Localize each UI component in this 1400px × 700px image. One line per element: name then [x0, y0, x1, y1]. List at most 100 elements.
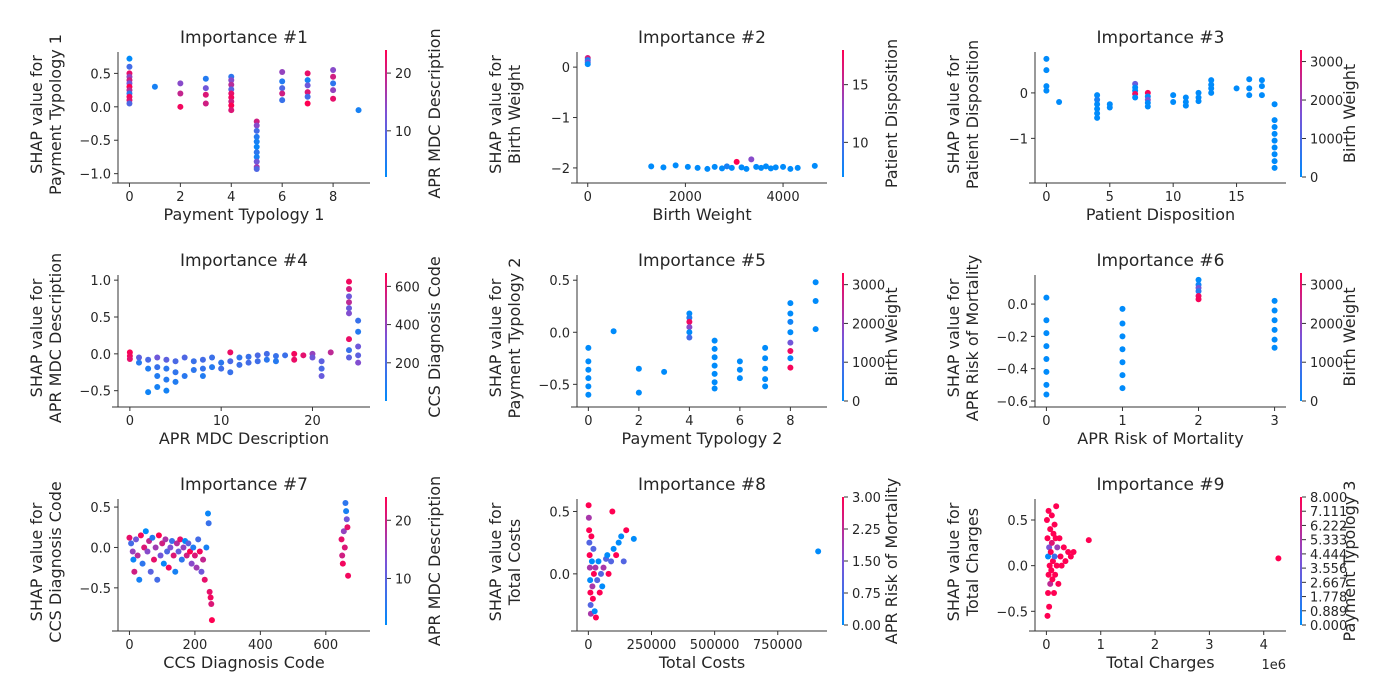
plot-title: Importance #9 [1097, 475, 1225, 495]
data-point [172, 358, 179, 365]
data-point [1043, 517, 1050, 523]
data-point [279, 78, 286, 85]
data-point [355, 359, 362, 366]
data-point [355, 328, 362, 335]
x-tick-label: 2 [635, 414, 643, 429]
y-tick-label: 0.0 [90, 101, 111, 116]
dependence-plot-1: Importance #1 0 2 4 6 8 −1.0 −0.5 0.0 0.5 Payment … [27, 28, 444, 224]
data-point [1052, 571, 1059, 578]
data-point [300, 352, 307, 359]
data-point [589, 583, 596, 590]
colorbar-tick-label: 3.00 [852, 491, 881, 506]
data-point [177, 103, 184, 110]
data-point [170, 552, 177, 559]
data-point [1053, 503, 1060, 510]
plot-title: Importance #1 [180, 28, 308, 48]
data-point [595, 558, 602, 565]
data-point [1144, 103, 1151, 110]
data-point [203, 544, 210, 551]
data-point [719, 165, 726, 172]
data-point [218, 365, 225, 372]
data-point [159, 540, 166, 547]
data-point [227, 349, 234, 356]
data-point [597, 570, 604, 577]
colorbar-tick-label: 15 [852, 79, 869, 94]
y-tick-label: −1 [551, 112, 570, 127]
colorbar [1300, 50, 1302, 177]
data-point [178, 556, 185, 563]
data-point [711, 345, 718, 352]
data-point [1106, 104, 1113, 111]
data-point [1043, 330, 1050, 337]
colorbar-tick-label: 2.25 [852, 523, 881, 538]
data-point [1050, 530, 1057, 537]
data-point [1195, 276, 1202, 283]
y-tick-label: −1.0 [79, 168, 111, 183]
colorbar-tick-label: 6.222 [1310, 519, 1347, 534]
y-axis-label-line1: SHAP value for [944, 55, 963, 174]
data-point [318, 365, 325, 372]
data-point [1094, 105, 1101, 112]
data-point [218, 359, 225, 366]
data-point [1271, 117, 1278, 124]
data-point [594, 577, 601, 584]
data-point [181, 354, 188, 361]
data-point [279, 97, 286, 104]
data-point [812, 298, 819, 305]
data-point [202, 75, 209, 82]
data-point [1246, 76, 1253, 83]
x-tick-label: 6 [278, 190, 286, 205]
data-point [304, 70, 311, 77]
plot-title: Importance #3 [1097, 28, 1225, 48]
data-point [609, 508, 616, 515]
data-point [245, 353, 252, 360]
y-tick-label: 0.5 [90, 67, 111, 82]
data-point [141, 544, 148, 551]
data-point [208, 601, 215, 607]
data-point [343, 508, 350, 515]
data-point [1046, 544, 1053, 551]
colorbar-tick-label: 2000 [1310, 94, 1343, 109]
colorbar-tick-label: 1000 [1310, 356, 1343, 371]
data-point [1246, 92, 1253, 99]
data-point [160, 560, 167, 567]
x-tick-label: 4 [1260, 638, 1268, 653]
colorbar-label: APR MDC Description [425, 476, 444, 646]
colorbar-tick-label: 0 [1310, 395, 1318, 410]
data-point [190, 358, 197, 365]
data-point [181, 372, 188, 379]
data-point [1119, 359, 1126, 366]
data-point [173, 540, 180, 547]
data-point [728, 164, 735, 171]
data-point [586, 527, 593, 534]
data-point [604, 552, 611, 559]
data-point [762, 344, 769, 351]
data-point [772, 164, 779, 171]
data-point [151, 83, 158, 90]
colorbar-tick-label: 3000 [1310, 279, 1343, 294]
data-point [134, 552, 141, 559]
data-point [1271, 317, 1278, 324]
data-point [346, 305, 352, 312]
data-point [1195, 89, 1202, 96]
data-point [660, 164, 667, 171]
data-point [610, 328, 617, 335]
y-axis-label-line1: SHAP value for [486, 502, 505, 621]
data-point [589, 595, 596, 602]
data-point [1043, 87, 1050, 94]
data-point [592, 564, 599, 571]
data-point [787, 348, 794, 355]
data-point [1094, 114, 1101, 121]
data-point [711, 370, 718, 377]
data-point [1043, 83, 1050, 90]
data-point [613, 552, 620, 559]
data-point [1195, 288, 1202, 295]
y-tick-label: −1 [1009, 132, 1028, 147]
data-point [794, 164, 801, 171]
data-point [279, 69, 286, 76]
data-point [198, 568, 205, 575]
colorbar [1300, 273, 1302, 401]
data-point [762, 355, 769, 362]
data-point [191, 552, 198, 559]
data-point [787, 318, 794, 325]
